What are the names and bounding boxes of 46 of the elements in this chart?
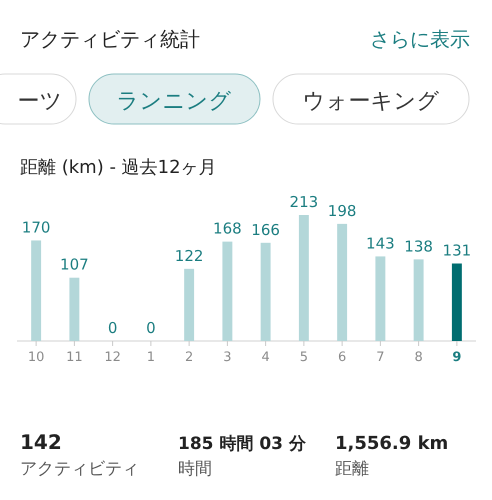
x-tick-label: 3 [223, 350, 232, 365]
bar [298, 215, 309, 341]
bar [414, 259, 424, 341]
data-label: 0 [108, 319, 118, 337]
text: ランニング [116, 89, 232, 114]
x-tick-label: 10 [28, 350, 44, 365]
chart-title: 距離 (km) - 過去12ヶ月 [20, 157, 217, 178]
x-tick-label: 4 [261, 350, 270, 365]
data-label: 166 [251, 220, 280, 239]
x-tick-label: 1 [146, 350, 156, 365]
text: ウォーキング [302, 89, 440, 114]
data-label: 143 [366, 234, 395, 252]
data-label: 122 [174, 246, 204, 265]
data-label: 131 [442, 242, 472, 260]
data-label: 138 [404, 237, 433, 256]
text: 時間 [178, 459, 212, 479]
data-label: 0 [146, 319, 156, 337]
bar [260, 242, 271, 341]
bar [31, 240, 42, 341]
bar [452, 264, 462, 341]
bar [69, 278, 80, 341]
bar [222, 242, 232, 341]
x-tick-label: 9 [452, 350, 462, 365]
text: アクティビティ [20, 459, 139, 479]
x-tick-label: 12 [104, 350, 121, 365]
text: アクティビティ統計 [20, 27, 200, 51]
x-tick-label: 8 [414, 350, 423, 365]
bar [184, 268, 194, 341]
data-label: 107 [60, 256, 89, 274]
x-tick-label: 7 [376, 350, 385, 365]
data-label: 168 [213, 220, 242, 238]
text: 距離 [335, 459, 369, 479]
bar [375, 256, 386, 341]
text: 185 時間 03 分 [178, 434, 307, 454]
data-label: 170 [22, 218, 50, 236]
bar [337, 224, 348, 341]
text: さらに表示 [370, 27, 470, 51]
text: 1,556.9 km [335, 433, 448, 454]
data-label: 213 [290, 193, 318, 211]
x-tick-label: 6 [338, 350, 346, 365]
text: 142 [20, 430, 62, 454]
x-tick-label: 5 [300, 350, 308, 365]
x-tick-label: 11 [66, 350, 83, 365]
x-tick-label: 2 [184, 350, 194, 365]
text: ーツ [18, 89, 62, 114]
data-label: 198 [328, 202, 356, 220]
